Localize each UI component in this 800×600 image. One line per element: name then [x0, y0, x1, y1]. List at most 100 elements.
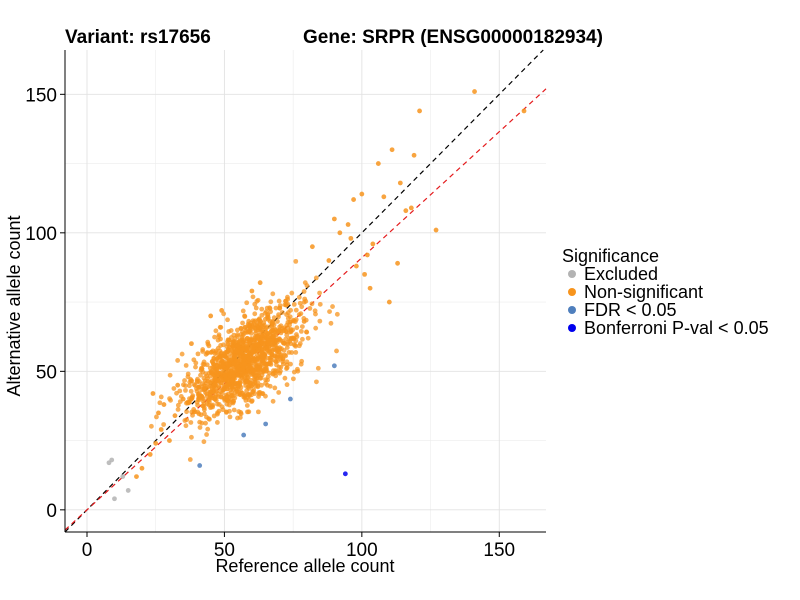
point-non-significant: [381, 194, 387, 200]
point-non-significant: [397, 180, 403, 186]
grid: [65, 50, 546, 532]
point-non-significant: [289, 290, 295, 296]
point-non-significant: [212, 368, 218, 374]
point-non-significant: [227, 408, 232, 414]
point-non-significant: [273, 358, 279, 364]
point-non-significant: [205, 339, 211, 345]
point-non-significant: [277, 303, 283, 309]
point-non-significant: [309, 244, 315, 250]
point-non-significant: [295, 368, 301, 374]
point-non-significant: [433, 227, 439, 233]
point-non-significant: [157, 400, 163, 406]
point-non-significant: [309, 301, 315, 307]
point-non-significant: [211, 355, 217, 361]
point-non-significant: [213, 328, 219, 334]
point-non-significant: [265, 374, 271, 379]
point-non-significant: [247, 340, 253, 346]
point-non-significant: [184, 409, 189, 415]
point-non-significant: [246, 356, 252, 362]
point-non-significant: [408, 205, 414, 211]
point-non-significant: [242, 371, 248, 377]
x-axis-title: Reference allele count: [215, 556, 394, 576]
legend-key: [568, 288, 576, 296]
point-non-significant: [362, 271, 367, 277]
point-non-significant: [252, 318, 258, 324]
point-non-significant: [301, 289, 307, 294]
point-non-significant: [229, 368, 235, 374]
x-tick-label: 150: [483, 540, 515, 561]
point-non-significant: [226, 337, 232, 343]
point-non-significant: [274, 339, 280, 345]
point-non-significant: [189, 434, 194, 440]
point-non-significant: [288, 341, 294, 347]
point-non-significant: [359, 191, 365, 197]
point-non-significant: [248, 365, 254, 370]
point-non-significant: [348, 235, 354, 241]
point-non-significant: [521, 108, 527, 114]
point-non-significant: [240, 308, 246, 314]
point-non-significant: [326, 258, 332, 263]
point-non-significant: [237, 338, 243, 343]
point-non-significant: [375, 161, 381, 166]
point-non-significant: [201, 439, 207, 445]
point-non-significant: [252, 377, 258, 382]
point-excluded: [109, 457, 115, 463]
point-non-significant: [314, 379, 319, 385]
point-non-significant: [244, 379, 250, 384]
point-non-significant: [242, 313, 247, 319]
point-non-significant: [250, 347, 256, 352]
point-non-significant: [161, 422, 167, 427]
point-non-significant: [254, 342, 260, 348]
point-non-significant: [270, 291, 276, 297]
point-non-significant: [266, 360, 272, 366]
point-non-significant: [386, 299, 392, 305]
legend-key: [568, 324, 576, 332]
x-tick-label: 100: [346, 540, 378, 561]
point-non-significant: [241, 361, 247, 367]
point-non-significant: [214, 388, 219, 394]
point-non-significant: [208, 350, 214, 355]
point-non-significant: [299, 324, 305, 329]
point-non-significant: [200, 347, 206, 352]
point-non-significant: [158, 394, 164, 400]
point-non-significant: [179, 351, 185, 357]
point-non-significant: [188, 388, 194, 394]
point-non-significant: [304, 329, 309, 335]
point-non-significant: [208, 369, 214, 374]
point-non-significant: [299, 304, 305, 310]
point-non-significant: [225, 362, 231, 368]
point-non-significant: [185, 371, 191, 377]
point-non-significant: [305, 335, 311, 341]
point-non-significant: [268, 299, 274, 305]
point-non-significant: [279, 338, 285, 344]
point-non-significant: [204, 432, 209, 437]
point-non-significant: [207, 389, 213, 395]
point-non-significant: [260, 391, 266, 396]
point-non-significant: [253, 373, 259, 378]
point-non-significant: [265, 331, 271, 336]
point-non-significant: [253, 305, 259, 311]
point-bonferroni-p-val-0-05: [342, 471, 348, 477]
point-fdr-0-05: [331, 363, 337, 369]
point-non-significant: [367, 285, 373, 291]
point-non-significant: [212, 376, 217, 381]
point-non-significant: [277, 346, 283, 352]
point-non-significant: [222, 373, 228, 379]
point-non-significant: [259, 332, 265, 338]
point-non-significant: [261, 368, 266, 374]
point-non-significant: [167, 438, 172, 443]
point-non-significant: [239, 334, 245, 340]
point-non-significant: [175, 382, 181, 388]
point-non-significant: [285, 294, 290, 300]
point-non-significant: [185, 400, 191, 406]
point-non-significant: [276, 314, 281, 320]
legend-label: Bonferroni P-val < 0.05: [584, 318, 769, 338]
point-non-significant: [224, 394, 230, 400]
point-non-significant: [244, 336, 250, 342]
point-non-significant: [249, 288, 255, 294]
point-non-significant: [150, 391, 156, 396]
point-non-significant: [189, 395, 195, 401]
point-non-significant: [252, 311, 258, 317]
